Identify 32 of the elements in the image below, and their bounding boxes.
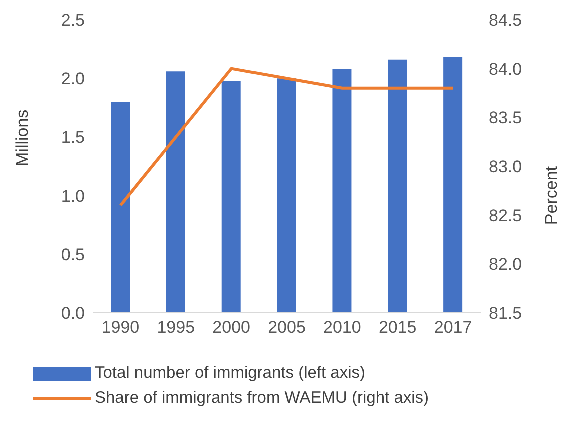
bar [111, 102, 130, 313]
bar [388, 60, 408, 313]
y-axis-title: Millions [13, 110, 32, 166]
bar [222, 80, 241, 313]
y2-tick-label: 84.0 [489, 60, 522, 79]
y2-tick-label: 83.5 [489, 108, 522, 128]
y-tick-label: 0.0 [61, 304, 85, 324]
y2-tick-label: 82.0 [489, 255, 522, 274]
x-tick-label: 1990 [102, 318, 140, 338]
y-tick-label: 1.5 [61, 128, 85, 148]
y2-tick-label: 83.0 [489, 158, 522, 177]
y2-axis-title: Percent [542, 166, 562, 226]
y2-tick-label: 81.5 [489, 304, 522, 324]
x-tick-label: 2017 [434, 318, 472, 338]
x-tick-label: 2005 [268, 318, 306, 338]
y-tick-label: 2.0 [61, 70, 85, 89]
x-tick-label: 2010 [324, 318, 362, 338]
y-tick-label: 1.0 [61, 186, 85, 206]
bar [444, 58, 463, 313]
bar [332, 69, 352, 313]
y2-tick-label: 82.5 [489, 206, 522, 226]
x-tick-label: 2015 [378, 318, 417, 338]
bar [277, 78, 296, 313]
x-tick-label: 1995 [157, 318, 196, 338]
y-tick-label: 2.5 [61, 11, 85, 30]
legend-label: Share of immigrants from WAEMU (right axis) [95, 389, 430, 408]
bar [166, 72, 186, 313]
y2-tick-label: 84.5 [489, 11, 522, 30]
legend-label: Total number of immigrants (left axis) [95, 364, 366, 383]
y-tick-label: 0.5 [61, 245, 85, 264]
x-tick-label: 2000 [212, 318, 250, 338]
line-series [119, 67, 455, 208]
